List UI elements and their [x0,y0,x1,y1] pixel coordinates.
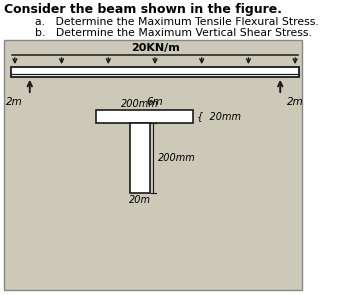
Text: 2m: 2m [287,97,304,107]
Text: 20KN/m: 20KN/m [131,43,180,53]
Bar [131,123,150,193]
Text: 200mm: 200mm [121,99,159,109]
Text: Consider the beam shown in the figure.: Consider the beam shown in the figure. [5,3,282,16]
Text: 2m: 2m [6,97,23,107]
Text: 6m: 6m [147,97,163,107]
Text: {  20mm: { 20mm [197,112,241,122]
Text: 20m: 20m [129,195,151,205]
Bar [96,110,193,123]
Bar [5,40,302,290]
Bar [10,67,300,77]
Text: 200mm: 200mm [158,153,195,163]
Text: b.   Determine the Maximum Vertical Shear Stress.: b. Determine the Maximum Vertical Shear … [35,28,312,38]
Text: a.   Determine the Maximum Tensile Flexural Stress.: a. Determine the Maximum Tensile Flexura… [35,17,319,27]
